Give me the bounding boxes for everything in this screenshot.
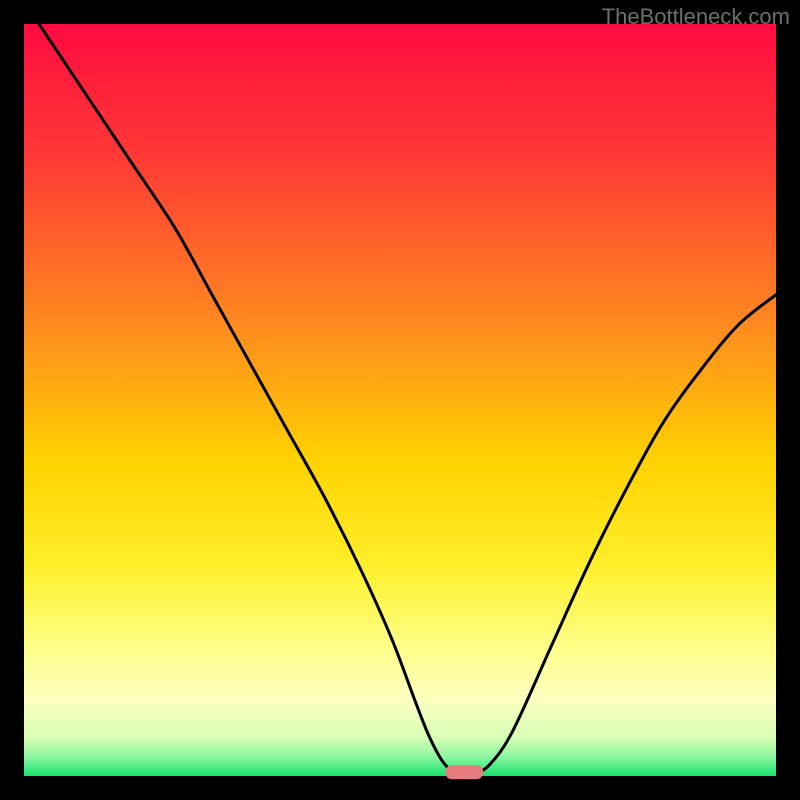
- chart-frame: TheBottleneck.com: [0, 0, 800, 800]
- watermark-text: TheBottleneck.com: [602, 4, 790, 30]
- bottleneck-curve: [24, 24, 776, 776]
- optimal-marker: [445, 765, 483, 779]
- plot-area: [24, 24, 776, 776]
